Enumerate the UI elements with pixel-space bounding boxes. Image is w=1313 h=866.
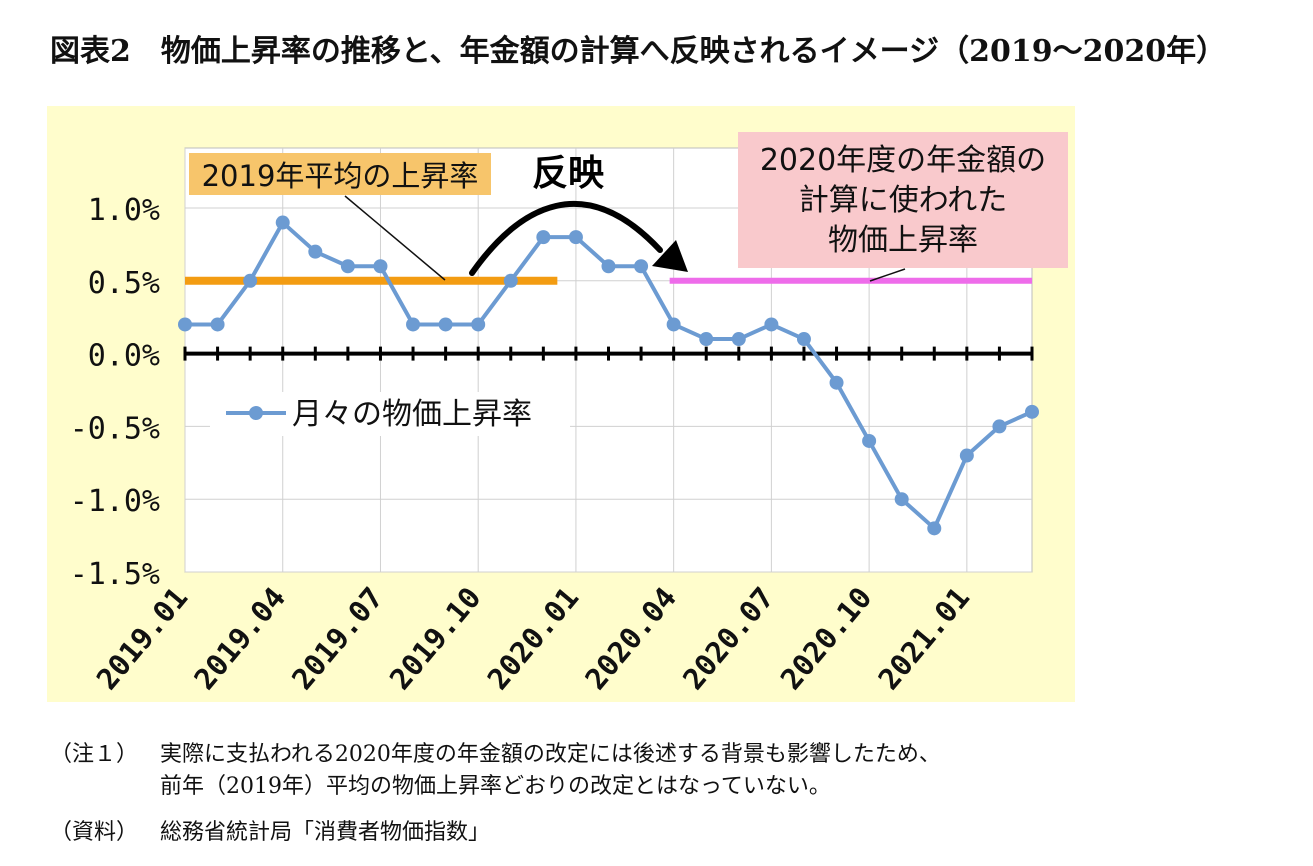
avg-2019-label-bg bbox=[189, 153, 491, 195]
series-line-group bbox=[178, 215, 1039, 536]
chart-title: 図表2 物価上昇率の推移と、年金額の計算へ反映されるイメージ（2019～2020… bbox=[50, 34, 1227, 69]
data-point bbox=[634, 259, 649, 274]
reflect-label: 反映 bbox=[532, 153, 604, 194]
y-tick-label: 1.0% bbox=[88, 193, 160, 228]
data-point bbox=[503, 273, 518, 288]
y-axis-ticks: 1.0% 0.5% 0.0% -0.5% -1.0% -1.5% bbox=[70, 193, 160, 592]
fy2020-label-line: 物価上昇率 bbox=[828, 223, 978, 258]
reflect-arrow bbox=[469, 200, 663, 276]
data-point bbox=[894, 492, 909, 507]
note-1-label: （注１） bbox=[50, 742, 139, 767]
note-1: （注１） 実際に支払われる2020年度の年金額の改定には後述する背景も影響したた… bbox=[0, 736, 1313, 799]
data-point bbox=[568, 230, 583, 245]
data-point bbox=[927, 521, 942, 536]
note-1-line-1: 実際に支払われる2020年度の年金額の改定には後述する背景も影響したため、 bbox=[160, 742, 941, 767]
data-point bbox=[373, 259, 388, 274]
data-point bbox=[275, 215, 290, 230]
data-point bbox=[992, 419, 1007, 434]
data-point bbox=[243, 273, 258, 288]
reflect-arrowhead bbox=[652, 240, 688, 272]
data-point bbox=[601, 259, 616, 274]
data-point bbox=[210, 317, 225, 332]
fy2020-label-line: 2020年度の年金額の bbox=[760, 143, 1046, 178]
data-point bbox=[1025, 404, 1039, 419]
y-tick-label: -1.5% bbox=[70, 557, 160, 592]
data-point bbox=[438, 317, 453, 332]
y-tick-label: -1.0% bbox=[70, 484, 160, 519]
note-1-line-2: 前年（2019年）平均の物価上昇率どおりの改定とはなっていない。 bbox=[160, 774, 831, 799]
y-tick-label: 0.5% bbox=[88, 266, 160, 301]
note-source-label: （資料） bbox=[50, 820, 139, 845]
y-tick-label: 0.0% bbox=[88, 339, 160, 374]
fy2020-label-line: 計算に使われた bbox=[799, 183, 1008, 218]
zero-axis bbox=[183, 346, 1034, 361]
avg-2019-leader bbox=[344, 195, 446, 281]
note-source: （資料） 総務省統計局「消費者物価指数」 bbox=[0, 814, 1313, 845]
data-point bbox=[862, 433, 877, 448]
data-point bbox=[959, 448, 974, 463]
data-point bbox=[308, 244, 323, 259]
legend-marker bbox=[249, 406, 263, 420]
data-point bbox=[178, 317, 192, 332]
data-point bbox=[406, 317, 421, 332]
fy2020-leader bbox=[869, 268, 906, 282]
fy2020-label-bg bbox=[738, 132, 1068, 268]
data-point bbox=[731, 332, 746, 347]
data-point bbox=[666, 317, 681, 332]
data-point bbox=[471, 317, 486, 332]
legend-label: 月々の物価上昇率 bbox=[292, 397, 532, 432]
legend: 月々の物価上昇率 bbox=[210, 392, 570, 436]
data-point bbox=[536, 230, 551, 245]
data-point bbox=[829, 375, 844, 390]
data-point bbox=[340, 259, 355, 274]
data-point bbox=[796, 332, 811, 347]
data-point bbox=[699, 332, 714, 347]
y-tick-label: -0.5% bbox=[70, 411, 160, 446]
avg-2019-label: 2019年平均の上昇率 bbox=[202, 159, 479, 193]
data-point bbox=[764, 317, 779, 332]
note-source-text: 総務省統計局「消費者物価指数」 bbox=[160, 820, 491, 845]
